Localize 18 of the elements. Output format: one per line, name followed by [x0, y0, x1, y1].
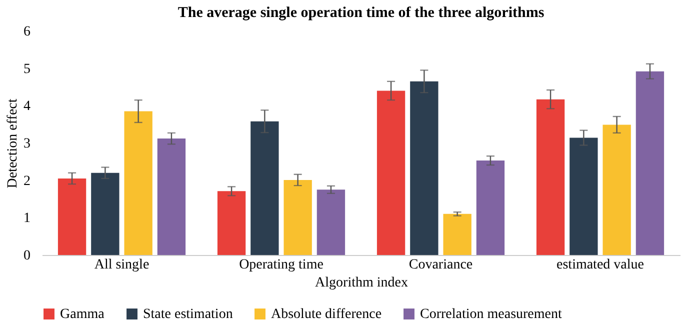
- x-tick-label: Operating time: [239, 258, 324, 272]
- legend-label: Gamma: [60, 307, 106, 322]
- x-tick-label: Covariance: [408, 258, 473, 272]
- chart-title: The average single operation time of the three algorithms: [178, 5, 544, 21]
- y-axis-title: Detection effect: [6, 98, 20, 188]
- x-axis-title: Algorithm index: [315, 276, 408, 290]
- y-tick-label: 6: [24, 24, 30, 40]
- y-tick-label: 5: [24, 62, 30, 77]
- y-tick-label: 2: [24, 174, 30, 189]
- x-tick-label: All single: [94, 258, 150, 272]
- y-tick-label: 3: [24, 136, 30, 152]
- y-tick-label: 1: [24, 211, 30, 226]
- legend-label: State estimation: [143, 307, 233, 322]
- legend-label: Absolute difference: [271, 307, 382, 322]
- x-tick-label: estimated value: [556, 258, 644, 272]
- y-tick-label: 0: [24, 248, 30, 264]
- legend-label: Correlation measurement: [420, 307, 562, 322]
- y-tick-label: 4: [24, 99, 30, 114]
